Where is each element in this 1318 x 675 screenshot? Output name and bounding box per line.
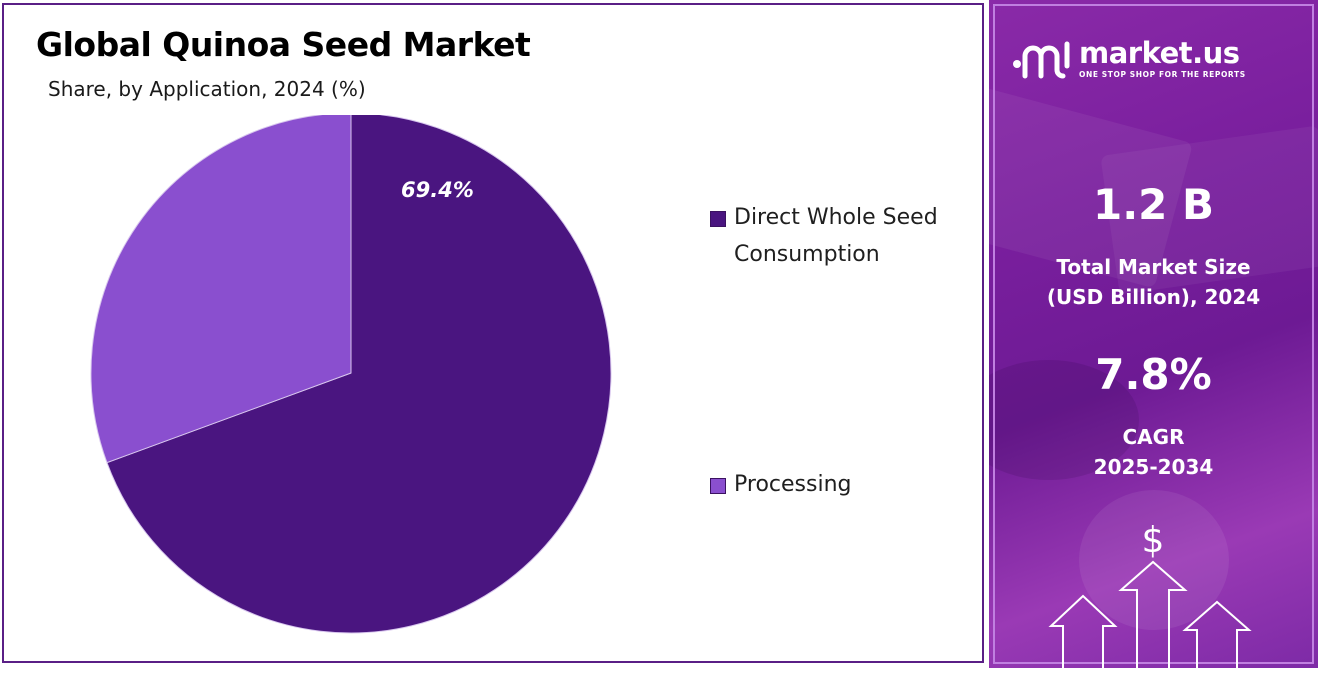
cagr-value: 7.8% (1095, 350, 1212, 399)
cagr-label: CAGR (1122, 425, 1185, 449)
brand-logo: market.us ONE STOP SHOP FOR THE REPORTS (1011, 36, 1246, 80)
cagr-period: 2025-2034 (1093, 455, 1214, 479)
legend-swatch-direct-whole-seed (710, 211, 726, 227)
market-us-logo-icon (1013, 41, 1070, 79)
brand-tagline: ONE STOP SHOP FOR THE REPORTS (1079, 69, 1246, 79)
legend-label-direct-whole-seed: Direct Whole Seed Consumption (734, 199, 938, 273)
brand-name: market.us (1079, 35, 1240, 70)
stats-sidebar: market.us ONE STOP SHOP FOR THE REPORTS … (989, 0, 1318, 668)
chart-title: Global Quinoa Seed Market (36, 25, 531, 64)
dollar-icon: $ (1142, 520, 1165, 561)
legend-label-processing: Processing (734, 472, 852, 497)
background-texture (989, 85, 1318, 630)
chart-panel: Global Quinoa Seed Market Share, by Appl… (2, 3, 984, 663)
pie-slice-direct-whole-seed-consumption (106, 115, 612, 634)
pie-slice-label-direct-whole-seed-consumption: 69.4% (401, 178, 474, 202)
chart-subtitle: Share, by Application, 2024 (%) (48, 77, 366, 101)
pie-chart: 69.4% (90, 115, 612, 634)
legend-swatch-processing (710, 478, 726, 494)
pie-slice-processing (90, 115, 352, 464)
brand-text: market.us ONE STOP SHOP FOR THE REPORTS (1079, 38, 1246, 79)
growth-arrows-decoration: $ (1048, 520, 1252, 668)
up-arrow-icon (1048, 560, 1252, 668)
legend-item-direct-whole-seed: Direct Whole Seed Consumption (710, 205, 938, 273)
market-size-value: 1.2 B (1092, 180, 1215, 229)
legend-label-line1: Direct Whole Seed (734, 205, 938, 230)
legend-item-processing: Processing (710, 472, 851, 503)
market-size-label-line2: (USD Billion), 2024 (1046, 285, 1261, 309)
legend-label-line2: Consumption (734, 242, 880, 267)
market-size-label-line1: Total Market Size (1056, 255, 1251, 279)
